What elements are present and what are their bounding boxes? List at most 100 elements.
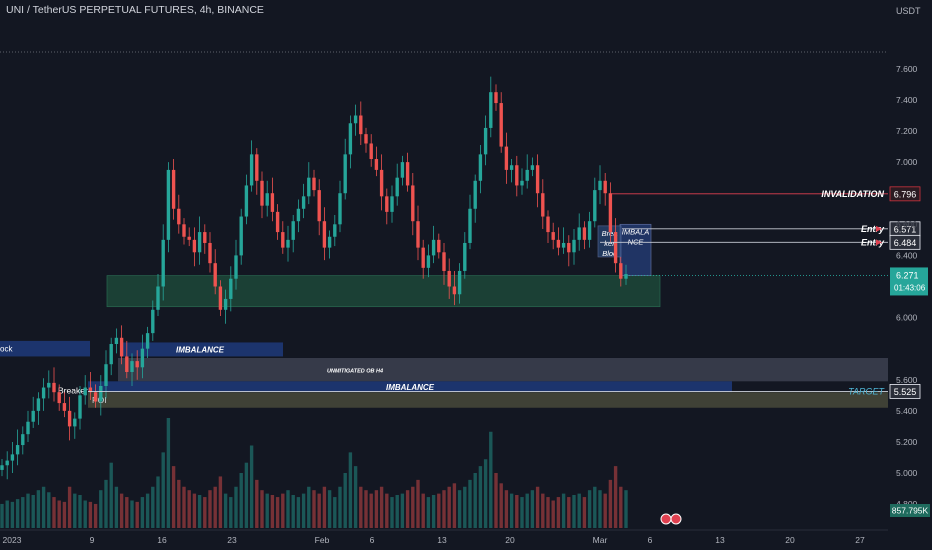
candle-110 xyxy=(572,228,576,265)
volume-bar-71 xyxy=(369,493,373,528)
volume-bar-103 xyxy=(535,486,540,528)
candle-72 xyxy=(374,146,379,177)
volume-bar-27 xyxy=(140,497,145,528)
volume-bar-112 xyxy=(582,497,587,528)
candle-31 xyxy=(161,224,165,301)
zone-label-1: UNMITIGATED OB H4 xyxy=(327,369,383,375)
volume-bar-3 xyxy=(15,499,20,528)
volume-bar-57 xyxy=(296,497,301,528)
candle-52 xyxy=(270,177,275,222)
candle-23 xyxy=(119,325,124,365)
volume-bar-102 xyxy=(530,490,535,528)
volume-bar-50 xyxy=(260,490,264,528)
volume-bar-40 xyxy=(208,490,212,528)
current-price-value: 6.271 xyxy=(896,270,919,280)
volume-bar-118 xyxy=(613,466,618,528)
candle-66 xyxy=(343,138,347,200)
volume-bar-96 xyxy=(499,483,503,528)
volume-bar-69 xyxy=(359,486,363,528)
candle-18 xyxy=(93,384,98,408)
candle-103 xyxy=(535,154,540,208)
y-tick-4: 6.400 xyxy=(896,250,918,260)
candle-46 xyxy=(239,208,243,265)
volume-bar-92 xyxy=(478,466,483,528)
volume-bar-30 xyxy=(156,476,160,528)
volume-bar-75 xyxy=(390,497,394,528)
candle-75 xyxy=(390,185,394,223)
volume-bar-33 xyxy=(171,466,176,528)
candle-58 xyxy=(301,183,306,219)
x-tick-4: Feb xyxy=(315,535,330,545)
candle-92 xyxy=(478,145,483,194)
volume-bar-11 xyxy=(57,500,61,528)
candle-84 xyxy=(437,233,441,259)
volume-bar-9 xyxy=(47,492,51,528)
candle-61 xyxy=(317,179,321,236)
candle-100 xyxy=(520,168,524,195)
candle-17 xyxy=(88,371,93,400)
volume-bar-17 xyxy=(88,501,93,528)
level-value-0: 6.796 xyxy=(894,189,917,199)
candle-88 xyxy=(457,263,462,304)
volume-bar-44 xyxy=(229,497,233,528)
volume-bar-56 xyxy=(291,495,295,528)
candle-44 xyxy=(229,266,233,312)
candle-109 xyxy=(567,235,571,267)
zone-4 xyxy=(106,275,661,308)
volume-bar-7 xyxy=(36,490,41,528)
volume-bar-94 xyxy=(489,431,493,528)
volume-bar-72 xyxy=(374,490,379,528)
level-label-3: TARGET xyxy=(848,386,885,396)
candle-41 xyxy=(213,249,217,295)
candle-70 xyxy=(364,127,368,153)
volume-bar-12 xyxy=(62,501,67,528)
volume-bar-58 xyxy=(301,493,306,528)
volume-bar-15 xyxy=(78,495,82,528)
level-value-2: 6.484 xyxy=(894,238,917,248)
volume-bar-28 xyxy=(145,493,150,528)
volume-bar-16 xyxy=(83,500,87,528)
x-tick-12: 27 xyxy=(855,535,865,545)
volume-bar-2 xyxy=(10,501,15,528)
volume-bar-36 xyxy=(187,490,191,528)
candle-108 xyxy=(561,227,566,254)
volume-bar-95 xyxy=(494,473,498,528)
volume-bar-23 xyxy=(119,493,124,528)
volume-bar-88 xyxy=(457,490,462,528)
candle-94 xyxy=(489,76,493,138)
candle-67 xyxy=(348,115,353,169)
volume-bar-8 xyxy=(41,486,46,528)
y-tick-8: 5.200 xyxy=(896,437,918,447)
volume-bar-113 xyxy=(587,490,592,528)
volume-bar-45 xyxy=(234,486,238,528)
candle-13 xyxy=(67,396,72,441)
volume-bar-35 xyxy=(182,486,186,528)
y-tick-2: 7.200 xyxy=(896,126,918,136)
volume-bar-52 xyxy=(270,495,275,528)
y-tick-0: 7.600 xyxy=(896,64,918,74)
volume-bar-39 xyxy=(203,497,207,528)
volume-bar-111 xyxy=(577,493,581,528)
zone-1 xyxy=(118,357,888,382)
volume-bar-82 xyxy=(426,497,431,528)
volume-bar-70 xyxy=(364,490,368,528)
level-value-1: 6.571 xyxy=(894,224,917,234)
volume-bar-64 xyxy=(333,497,337,528)
candle-99 xyxy=(515,155,519,197)
candle-105 xyxy=(546,210,550,243)
y-tick-9: 5.000 xyxy=(896,468,918,478)
candle-79 xyxy=(411,173,415,236)
events-marker-icon[interactable] xyxy=(660,513,682,525)
volume-bar-98 xyxy=(509,493,514,528)
candle-91 xyxy=(473,174,477,223)
candle-63 xyxy=(327,230,332,259)
volume-bar-104 xyxy=(541,493,545,528)
y-tick-1: 7.400 xyxy=(896,95,918,105)
x-tick-2: 16 xyxy=(157,535,167,545)
zone-label-5-1: NCE xyxy=(628,237,645,246)
candle-9 xyxy=(47,370,51,399)
level-label-2: Entry xyxy=(861,237,885,247)
zone-label-6-2: Bloc xyxy=(602,249,617,258)
volume-bar-19 xyxy=(99,490,103,528)
